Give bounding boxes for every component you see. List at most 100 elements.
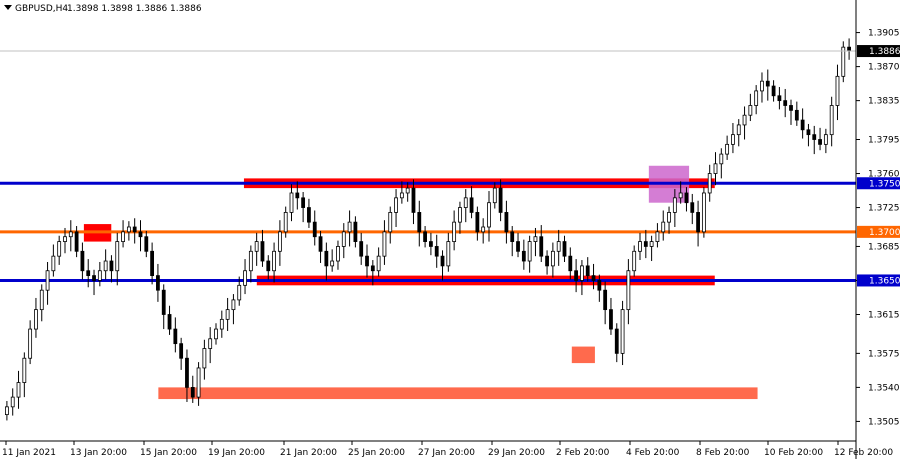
candle-body (405, 187, 410, 194)
candle-body (527, 241, 532, 262)
candle-body (760, 80, 764, 92)
candle (585, 257, 590, 282)
candle (411, 179, 416, 225)
candle (754, 85, 759, 115)
candle (504, 200, 509, 244)
candle-body (254, 241, 259, 252)
candle-body (341, 231, 346, 247)
time-axis: 11 Jan 2021 13 Jan 20:00 15 Jan 20:00 19 Ja… (2, 441, 893, 458)
candle-body (812, 134, 817, 140)
candle (719, 148, 724, 179)
candle (771, 80, 776, 102)
candle (800, 108, 805, 139)
candle-body (684, 192, 689, 204)
candle (556, 229, 561, 266)
candle-body (376, 255, 381, 272)
candle-body (748, 105, 753, 116)
candle-body (707, 173, 712, 194)
candle (417, 200, 422, 247)
candle (167, 305, 172, 335)
candle (132, 218, 137, 244)
candle (446, 232, 451, 272)
candle (144, 230, 149, 258)
pivot-price-tag: 1.3700 (857, 225, 900, 238)
candle (138, 220, 143, 252)
candle (667, 206, 671, 234)
candle (818, 127, 822, 151)
candle-body (318, 236, 323, 252)
candle-body (661, 221, 666, 233)
candle-body (115, 241, 120, 272)
candle-body (562, 241, 567, 257)
candle-body (266, 260, 271, 272)
candle (202, 339, 207, 380)
candle (591, 263, 596, 290)
x-tick-label: 13 Jan 20:00 (70, 448, 127, 458)
candle (847, 38, 851, 60)
candle (632, 245, 637, 277)
candle (481, 218, 486, 244)
candle-body (277, 231, 282, 252)
candle-body (841, 46, 846, 77)
candle (434, 234, 439, 268)
candle-body (614, 328, 619, 354)
candle-body (74, 231, 79, 252)
candle (678, 181, 683, 204)
candle-body (539, 236, 544, 257)
candle-body (150, 250, 155, 277)
candle (196, 362, 201, 406)
candle (330, 249, 335, 272)
candle-body (609, 309, 613, 330)
candle (748, 93, 753, 122)
candle-body (574, 270, 579, 281)
candle-body (330, 260, 335, 267)
candle (248, 245, 253, 283)
candle-body (789, 105, 793, 111)
candle-body (312, 221, 317, 238)
candle (655, 223, 660, 248)
candle-body (336, 246, 340, 262)
candle-body (585, 265, 590, 277)
candle (452, 210, 457, 251)
candle-body (179, 343, 184, 359)
symbol-menu-icon[interactable] (4, 5, 12, 10)
candle (649, 235, 654, 262)
pivot-price-tag-label: 1.3700 (869, 228, 900, 238)
support-price-tag-bg (857, 274, 900, 287)
candle (469, 186, 474, 219)
candle-body (672, 197, 677, 213)
ohlc-values: 1.3898 1.3898 1.3886 1.3886 (67, 4, 202, 14)
candle (429, 232, 433, 256)
candle-body (556, 241, 561, 252)
candle-body (5, 406, 9, 416)
candle-body (469, 197, 474, 213)
candle-body (643, 241, 648, 247)
candle (789, 99, 793, 125)
candle-body (45, 270, 50, 291)
candle-body (173, 328, 178, 345)
candle-body (632, 250, 637, 272)
candle (603, 281, 608, 325)
candle (574, 259, 579, 293)
candle-body (10, 396, 15, 408)
candle (243, 259, 247, 295)
candle (510, 226, 515, 257)
candle (643, 229, 648, 259)
candle (614, 323, 619, 363)
candle-body (126, 226, 131, 233)
candle (28, 320, 33, 365)
resistance-price-tag-label: 1.3750 (869, 179, 900, 189)
candle-body (742, 114, 747, 126)
candle-body (423, 231, 427, 242)
candle-body (68, 231, 73, 238)
candle-body (783, 100, 788, 106)
candle-body (97, 270, 102, 281)
candle (341, 223, 346, 259)
candle-body (86, 270, 91, 277)
candle-body (190, 386, 195, 398)
candle-body (516, 241, 520, 252)
candle-body (638, 241, 642, 252)
candle-body (620, 309, 625, 354)
candle-body (202, 348, 207, 369)
